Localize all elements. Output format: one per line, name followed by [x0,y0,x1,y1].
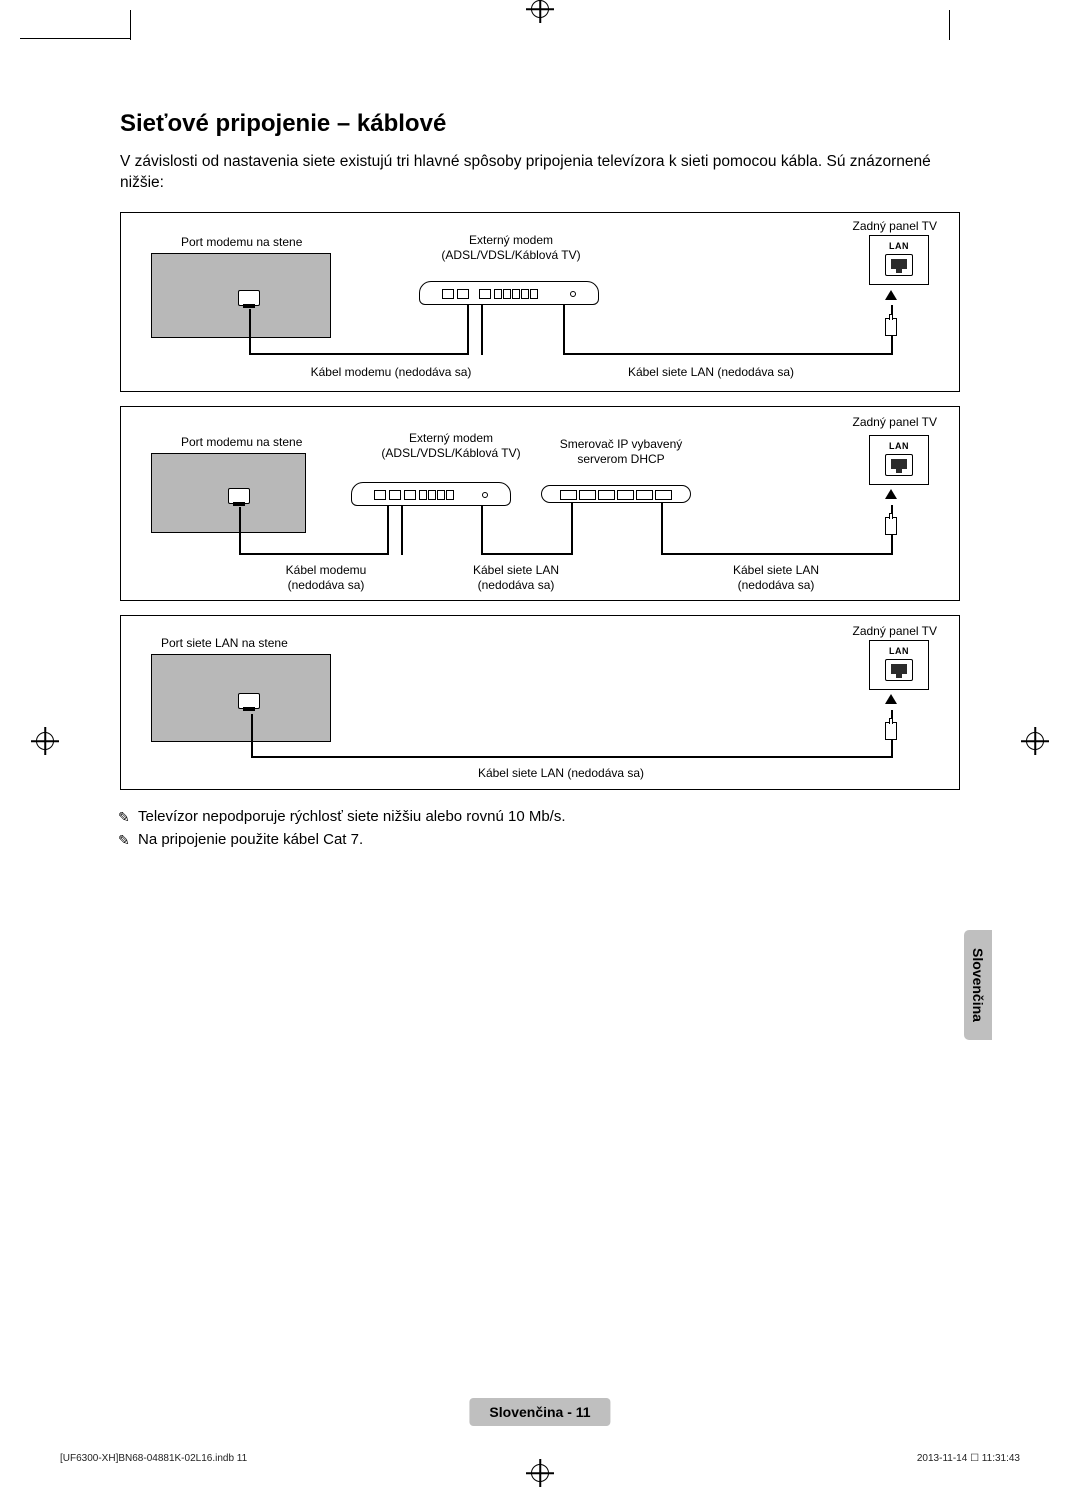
arrow-up-icon [885,489,897,499]
modem-icon [351,482,511,506]
tv-lan-panel: LAN [869,640,929,690]
arrow-up-icon [885,290,897,300]
cable-left-top: Kábel modemu [286,563,367,577]
modem-label-bottom: (ADSL/VDSL/Káblová TV) [381,446,520,460]
plug-icon [885,318,897,336]
plug-icon [885,517,897,535]
lan-label: LAN [870,441,928,451]
print-footer-left: [UF6300-XH]BN68-04881K-02L16.indb 11 [60,1453,247,1464]
tv-lan-panel: LAN [869,435,929,485]
cable-left-bottom: (nedodáva sa) [288,578,365,592]
cable-mid-top: Kábel siete LAN [473,563,559,577]
lan-port-icon [885,454,913,476]
cable-label: Kábel siete LAN (nedodáva sa) [451,766,671,781]
language-tab-label: Slovenčina [970,948,986,1022]
wall-port-icon [228,488,250,504]
modem-label-bottom: (ADSL/VDSL/Káblová TV) [441,248,580,262]
note-2: Na pripojenie použite kábel Cat 7. [138,831,960,848]
router-label-top: Smerovač IP vybavený [560,437,683,451]
cable-left-label: Kábel modemu (nedodáva sa) [281,365,501,380]
language-tab: Slovenčina [964,930,992,1040]
diagram-2: Zadný panel TV Port modemu na stene Exte… [120,406,960,601]
cable-right-top: Kábel siete LAN [733,563,819,577]
wall-panel [151,453,306,533]
note-1: Televízor nepodporuje rýchlosť siete niž… [138,808,960,825]
tv-label: Zadný panel TV [853,219,938,234]
modem-label-top: Externý modem [469,233,553,247]
intro-text: V závislosti od nastavenia siete existuj… [120,152,960,194]
wall-panel [151,253,331,338]
tv-label: Zadný panel TV [853,624,938,639]
wall-label: Port modemu na stene [181,235,302,250]
wall-label: Port siete LAN na stene [161,636,288,651]
diagram-1: Zadný panel TV Port modemu na stene Exte… [120,212,960,392]
cable-right-label: Kábel siete LAN (nedodáva sa) [601,365,821,380]
tv-label: Zadný panel TV [853,415,938,430]
page-heading: Sieťové pripojenie – káblové [120,110,960,138]
print-footer-right: 2013-11-14 ☐ 11:31:43 [917,1453,1020,1464]
router-icon [541,485,691,503]
notes-block: Televízor nepodporuje rýchlosť siete niž… [120,808,960,848]
lan-port-icon [885,254,913,276]
router-label-bottom: serverom DHCP [577,452,664,466]
wall-port-icon [238,693,260,709]
wall-label: Port modemu na stene [181,435,302,450]
page-footer: Slovenčina - 11 [469,1398,610,1426]
modem-icon [419,281,599,305]
lan-port-icon [885,659,913,681]
cable-right-bottom: (nedodáva sa) [738,578,815,592]
diagram-3: Zadný panel TV Port siete LAN na stene L… [120,615,960,790]
arrow-up-icon [885,694,897,704]
page-content: Sieťové pripojenie – káblové V závislost… [120,110,960,854]
tv-lan-panel: LAN [869,235,929,285]
modem-label-top: Externý modem [409,431,493,445]
cable-mid-bottom: (nedodáva sa) [478,578,555,592]
lan-label: LAN [870,241,928,251]
plug-icon [885,722,897,740]
lan-label: LAN [870,646,928,656]
wall-port-icon [238,290,260,306]
wall-panel [151,654,331,742]
